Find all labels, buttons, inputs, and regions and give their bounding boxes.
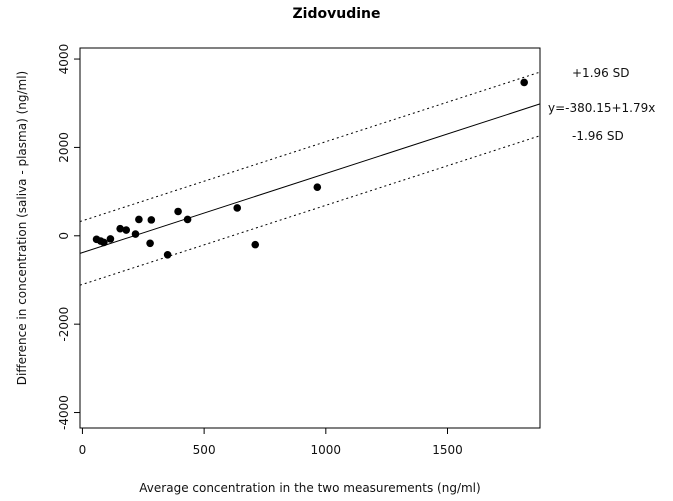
x-axis: 0 500 1000 1500 [79,428,463,457]
x-tick-label: 1000 [311,443,342,457]
data-point [122,226,131,234]
data-point [183,215,192,224]
y-tick-label: -2000 [57,307,71,342]
data-point [163,250,172,259]
x-tick-label: 500 [193,443,216,457]
y-tick-label: 0 [57,232,71,240]
data-point [100,238,108,247]
data-point [116,224,124,233]
y-axis: -4000 -2000 0 2000 4000 [57,44,80,430]
x-tick-label: 1500 [432,443,463,457]
y-tick-label: -4000 [57,395,71,430]
data-point [233,204,242,212]
x-axis-label: Average concentration in the two measure… [139,481,481,495]
plot-lines [79,71,541,286]
y-tick-label: 4000 [57,44,71,75]
y-tick-label: 2000 [57,132,71,163]
data-points [92,78,528,259]
regression-label: y=-380.15+1.79x [548,101,656,115]
regression-line [79,103,541,254]
y-axis-label: Difference in concentration (saliva - pl… [15,70,29,386]
upper-limit-label: +1.96 SD [572,66,630,80]
chart-title: Zidovudine [292,6,381,22]
data-point [174,207,182,216]
data-point [147,216,156,224]
data-point [131,230,140,238]
data-point [520,78,528,87]
upper-limit-line [79,71,541,223]
data-point [135,215,143,224]
lower-limit-line [79,135,541,286]
lower-limit-label: -1.96 SD [572,129,624,143]
data-point [313,183,322,191]
plot-frame [79,47,541,429]
data-point [251,240,260,249]
data-point [146,239,154,248]
data-point [106,235,115,243]
x-tick-label: 0 [79,443,87,457]
